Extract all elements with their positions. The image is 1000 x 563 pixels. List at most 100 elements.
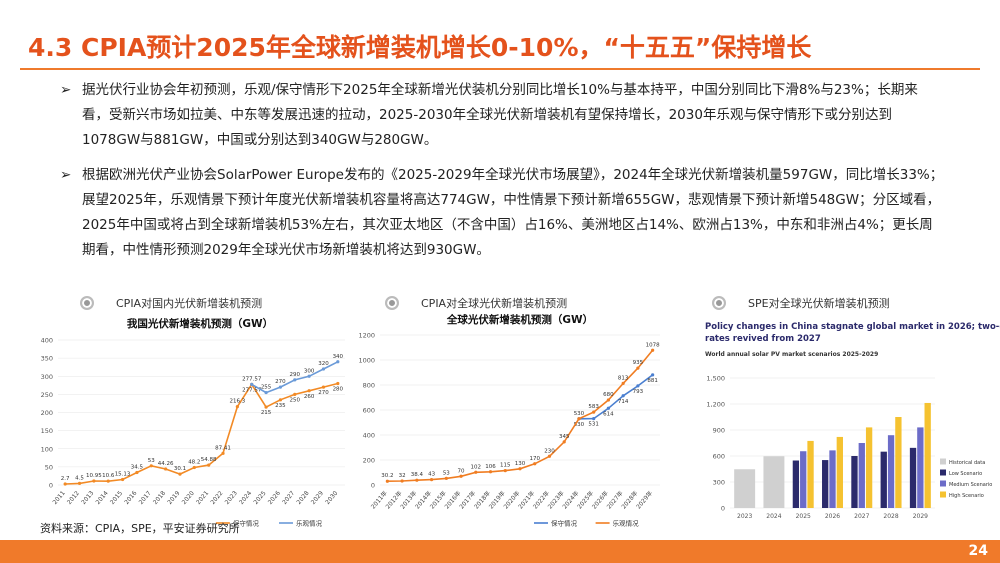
point	[135, 470, 139, 475]
bar	[887, 435, 895, 508]
x-tick-label: 2020	[181, 490, 196, 506]
value-label: 300	[304, 368, 315, 374]
point	[307, 389, 311, 393]
x-tick-label: 2023	[737, 513, 752, 520]
value-label: 32	[399, 473, 406, 479]
point	[621, 381, 625, 385]
legend-label: 乐观情况	[296, 519, 323, 528]
value-label: 583	[588, 404, 599, 410]
legend-label: 保守情况	[233, 519, 260, 528]
caption-text: CPIA对全球光伏新增装机预测	[421, 297, 568, 310]
y-tick-label: 150	[41, 427, 53, 435]
x-tick-label: 2012	[66, 490, 81, 506]
point	[235, 404, 239, 409]
panel-caption: SPE对全球光伏新增装机预测	[712, 295, 890, 311]
y-tick-label: 100	[41, 445, 53, 453]
value-label: 170	[529, 456, 540, 462]
point	[207, 463, 211, 467]
y-tick-label: 250	[41, 391, 53, 399]
x-tick-label: 2016	[123, 490, 138, 506]
value-label: 15.13	[115, 472, 131, 478]
y-tick-label: 1000	[358, 357, 375, 365]
value-label: 260	[304, 394, 315, 400]
x-tick-label: 2013	[80, 490, 95, 506]
x-tick-label: 2014	[95, 490, 110, 506]
point	[63, 482, 67, 486]
point	[164, 467, 168, 471]
value-label: 54.88	[201, 457, 217, 463]
value-label: 714	[618, 399, 629, 405]
point	[533, 462, 537, 466]
y-tick-label: 400	[363, 432, 375, 440]
y-tick-label: 600	[713, 453, 725, 461]
x-tick-label: 2017	[138, 490, 153, 506]
value-label: 280	[333, 387, 344, 393]
value-label: 34.5	[131, 464, 144, 470]
bar	[858, 443, 865, 508]
value-label: 881	[647, 378, 658, 384]
point	[321, 385, 326, 389]
source: 资料来源：CPIA，SPE，平安证券研究所	[40, 522, 240, 535]
point	[651, 348, 655, 352]
point	[400, 479, 404, 483]
value-label: 2.7	[61, 476, 70, 482]
value-label: 531	[588, 422, 599, 428]
value-label: 53	[443, 470, 450, 476]
point	[307, 374, 311, 378]
point	[293, 378, 297, 382]
x-tick-label: 2029	[913, 513, 928, 520]
value-label: 48.2	[188, 460, 200, 466]
x-tick-label: 2011	[52, 490, 67, 506]
page-number: 24	[968, 543, 988, 559]
bar	[807, 440, 814, 508]
point	[77, 481, 82, 485]
legend-swatch	[940, 469, 946, 476]
x-tick-label: 2028	[883, 513, 898, 520]
value-label: 102	[471, 464, 482, 470]
caption-text: CPIA对国内光伏新增装机预测	[116, 297, 263, 310]
y-tick-label: 1,200	[706, 401, 725, 409]
value-label: 216.3	[230, 399, 246, 405]
bar	[792, 460, 800, 508]
value-label: 87.41	[215, 445, 231, 451]
point	[636, 384, 640, 388]
point	[336, 360, 340, 364]
y-tick-label: 400	[41, 337, 53, 345]
value-label: 44.26	[158, 461, 174, 467]
panel-caption: CPIA对国内光伏新增装机预测	[80, 295, 262, 311]
value-label: 230	[544, 448, 555, 454]
x-tick-label: 2018	[152, 490, 167, 506]
panel-caption: CPIA对全球光伏新增装机预测	[385, 295, 567, 311]
y-tick-label: 200	[363, 457, 375, 465]
title-rule	[20, 68, 980, 70]
value-label: 43	[428, 472, 435, 478]
bar	[734, 469, 756, 508]
value-label: 30.2	[381, 473, 393, 479]
point	[503, 469, 507, 473]
point	[106, 479, 110, 483]
point	[385, 479, 389, 483]
series-line	[65, 382, 338, 485]
point	[592, 417, 596, 421]
value-label: 235	[275, 403, 286, 409]
y-tick-label: 0	[721, 505, 725, 513]
point	[250, 382, 254, 386]
y-tick-label: 1200	[358, 332, 375, 340]
point	[264, 390, 268, 395]
value-label: 10.95	[86, 473, 102, 479]
point	[321, 367, 326, 371]
y-tick-label: 900	[713, 427, 725, 435]
value-label: 10.6	[102, 473, 115, 479]
point	[636, 366, 640, 370]
point	[278, 398, 283, 402]
x-tick-label: 2025	[796, 513, 811, 520]
value-label: 614	[603, 411, 614, 417]
legend-label: High Scenario	[949, 493, 984, 499]
legend-swatch	[940, 458, 946, 465]
point	[518, 467, 522, 471]
bar	[865, 427, 873, 508]
point	[577, 417, 581, 421]
value-label: 255	[261, 385, 272, 391]
point	[120, 477, 125, 482]
